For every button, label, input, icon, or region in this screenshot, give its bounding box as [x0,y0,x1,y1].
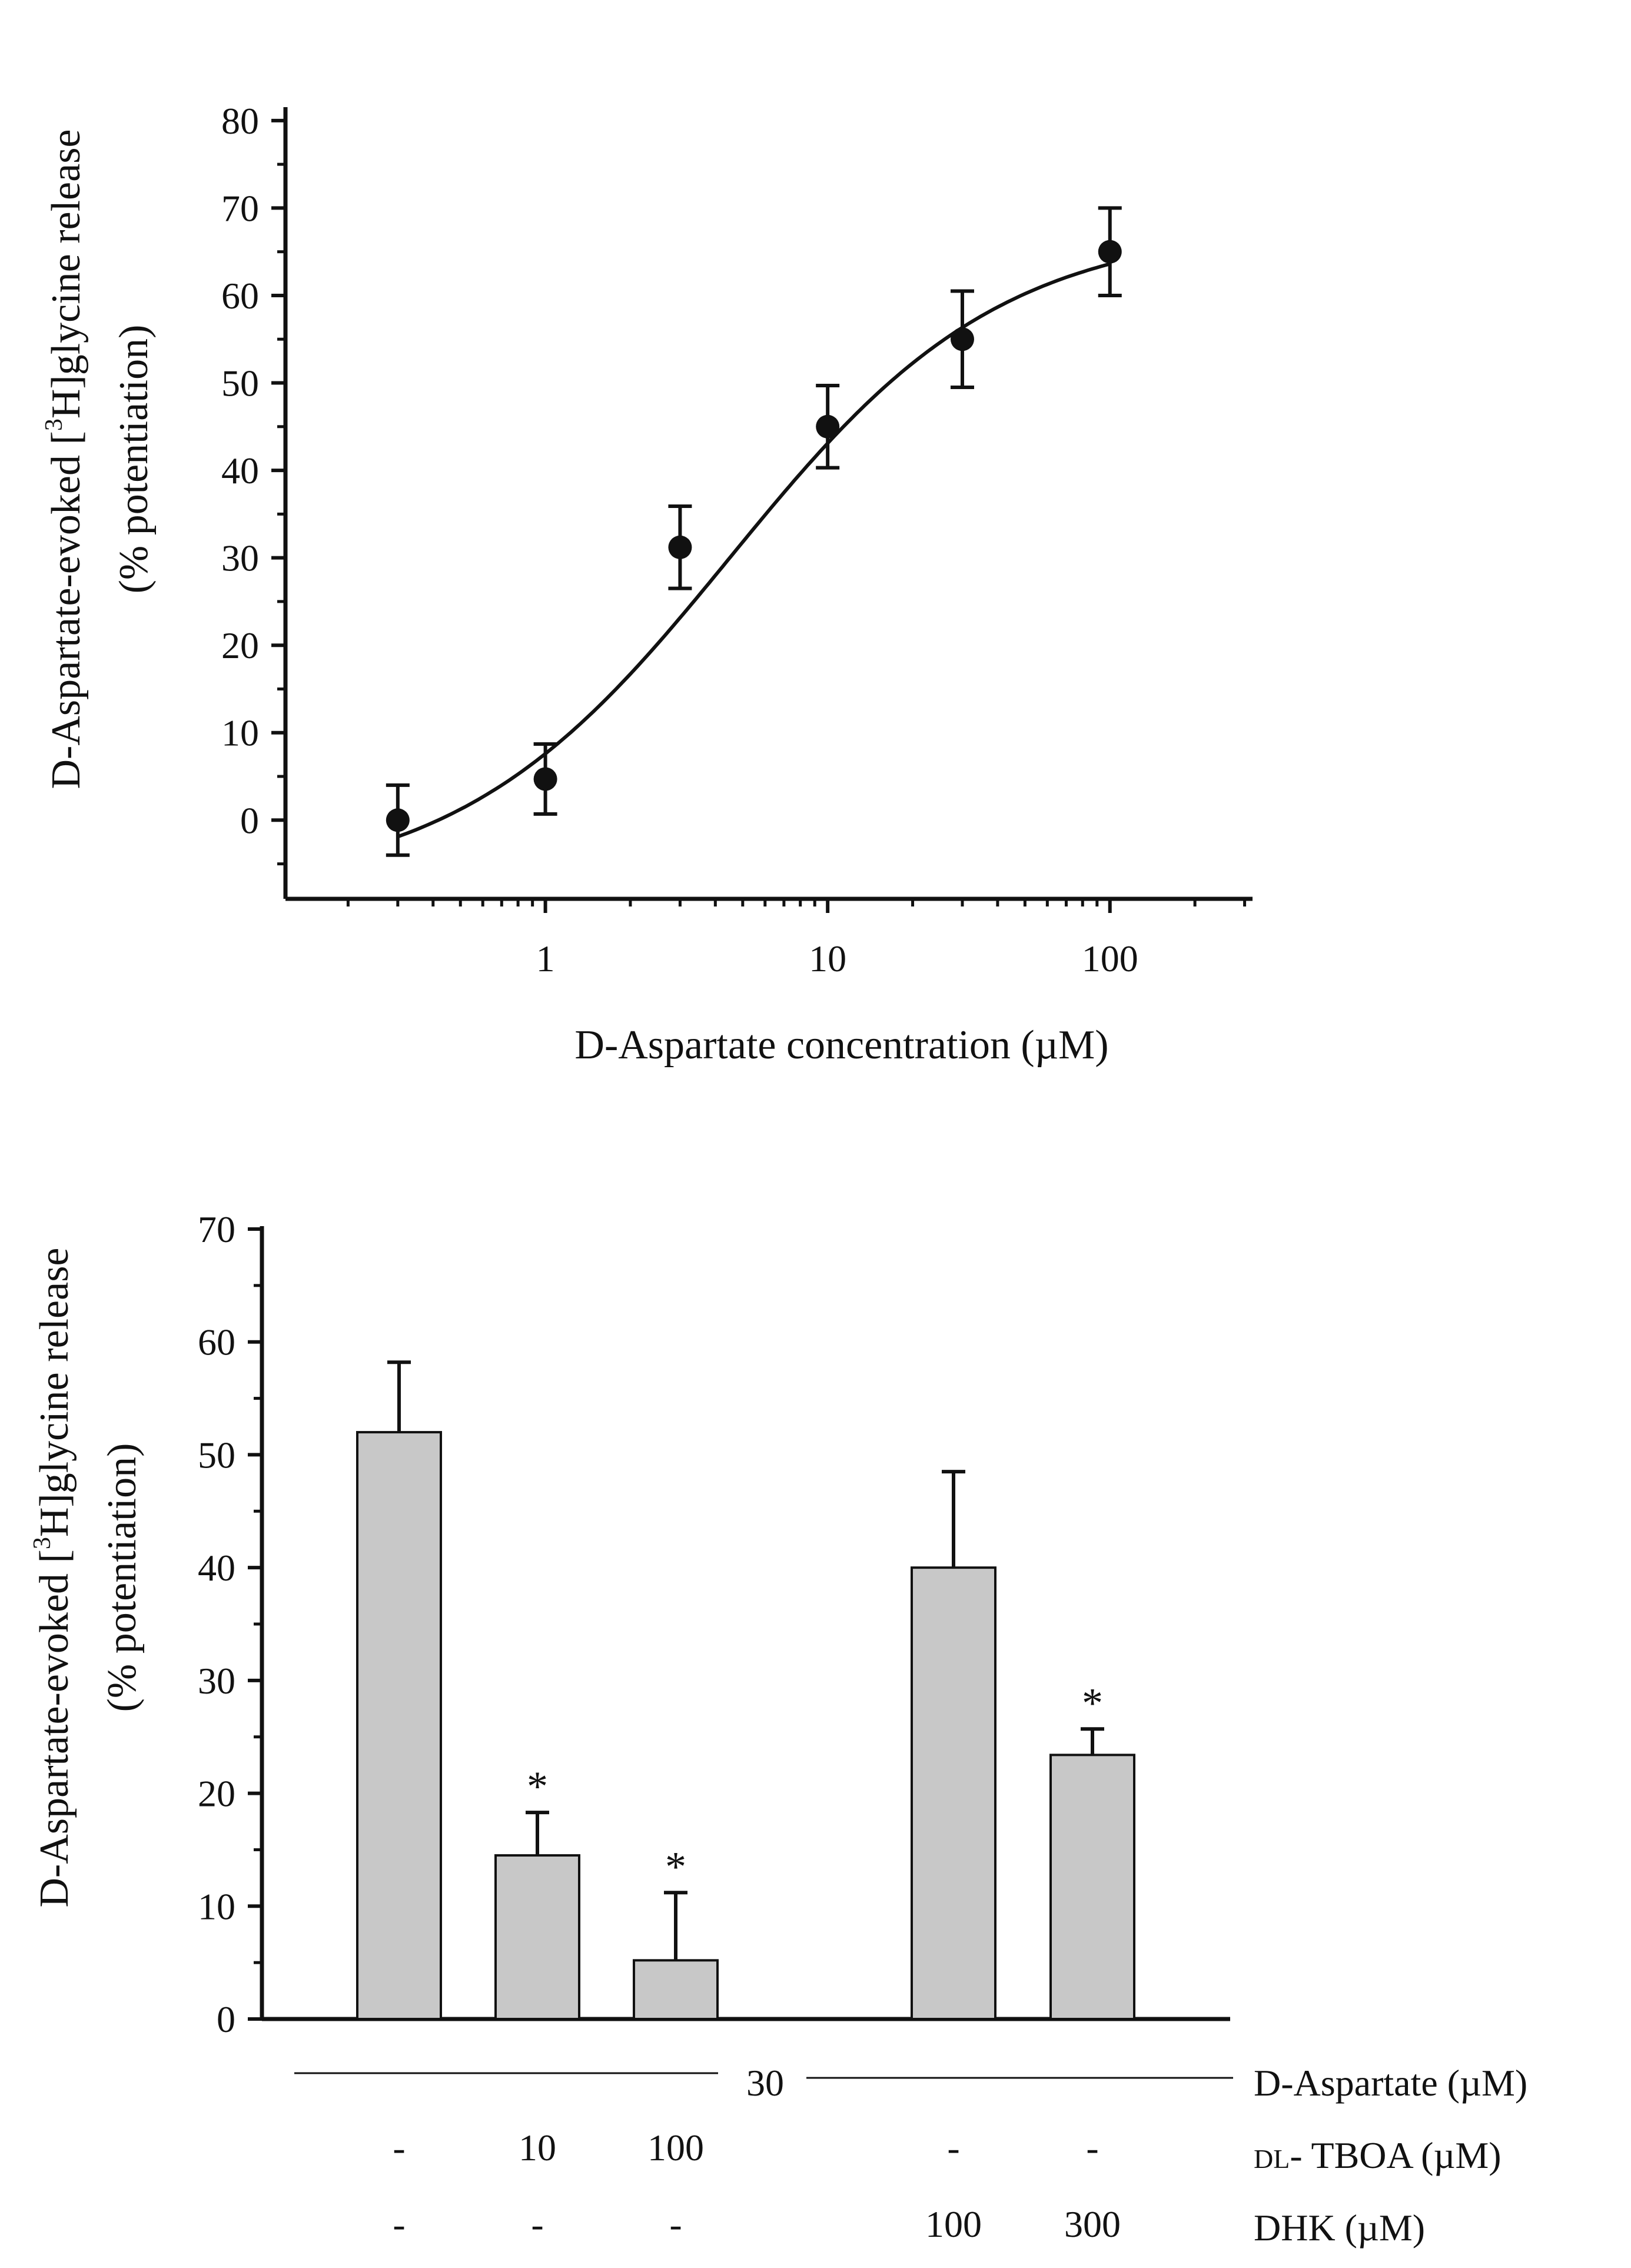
bar-chart-y-tick-labels: 0 10 20 30 40 50 60 70 [198,1208,235,2040]
data-point [950,327,974,351]
top-y-axis-label: D-Aspartate-evoked [3H]glycine release (… [41,129,157,789]
bar-chart: 0 10 20 30 40 50 60 70 * * * D-Aspartate-evoked [… [29,1208,1527,2249]
data-point [668,535,692,559]
top-chart-axes [271,107,1253,913]
dose-response-chart: 0 10 20 30 40 50 60 70 80 1 10 100 D-Aspartate con… [41,100,1253,1068]
bar [494,1854,580,2021]
data-point [386,808,410,832]
top-y-label-sup: 3 [41,419,68,431]
bottom-y-tick-label: 50 [198,1434,235,1476]
bottom-y-tick-label: 20 [198,1773,235,1815]
data-points [386,206,1122,857]
top-y-tick-label: 40 [221,450,259,492]
top-y-label-pre: D-Aspartate-evoked [ [44,431,89,789]
condition-table: 30 D-Aspartate (µM) - 10 100 - - DL- TBOA (µ… [294,2062,1527,2249]
top-y-tick-label: 20 [221,625,259,666]
bottom-y-label-pre: D-Aspartate-evoked [ [32,1549,77,1907]
top-y-label-post: H]glycine release [44,129,89,419]
bar [356,1431,442,2020]
significance-star: * [1082,1679,1103,1726]
top-x-tick-label: 100 [1082,938,1138,979]
dhk-value: - [669,2203,682,2245]
bottom-y-label-sup: 3 [29,1537,56,1549]
tboa-value: - [1086,2127,1098,2169]
svg-text:D-Aspartate-evoked [3H]glycine: D-Aspartate-evoked [3H]glycine release [41,129,89,789]
significance-star: * [665,1843,686,1890]
top-y-tick-label: 70 [221,187,259,229]
significance-star: * [527,1763,548,1810]
top-y-tick-label: 30 [221,537,259,579]
bottom-y-tick-label: 40 [198,1547,235,1589]
top-y-tick-label: 0 [240,799,259,841]
bottom-y-tick-label: 70 [198,1208,235,1250]
top-x-tick-label: 1 [536,938,555,979]
top-chart-x-tick-labels: 1 10 100 [536,938,1138,979]
tboa-label-prefix: DL [1254,2144,1290,2174]
daspartate-value: 30 [746,2062,784,2104]
bar [633,1959,719,2021]
dhk-value: 100 [925,2203,982,2245]
bar [911,1566,996,2020]
fit-curve [397,262,1111,839]
dhk-row: - - - 100 300 [393,2203,1121,2245]
bottom-y-label-line2: (% potentiation) [99,1443,145,1712]
data-point [816,414,840,439]
tboa-value: 10 [519,2127,556,2169]
dhk-value: - [393,2203,405,2245]
bottom-y-label-post: H]glycine release [32,1247,77,1537]
tboa-value: - [393,2127,405,2169]
top-x-tick-label: 10 [809,938,846,979]
bars: * * * [356,1360,1135,2021]
tboa-value: - [947,2127,959,2169]
tboa-row: - 10 100 - - [393,2127,1098,2169]
bottom-y-tick-label: 60 [198,1321,235,1363]
tboa-label-rest: - TBOA (µM) [1290,2134,1501,2176]
top-x-axis-label: D-Aspartate concentration (µM) [574,1022,1108,1068]
svg-text:D-Aspartate-evoked [3H]glycine: D-Aspartate-evoked [3H]glycine release [29,1247,77,1907]
data-point [1098,240,1122,264]
top-chart-y-tick-labels: 0 10 20 30 40 50 60 70 80 [221,100,259,841]
bar [1049,1754,1135,2021]
dhk-value: - [531,2203,543,2245]
bottom-y-axis-label: D-Aspartate-evoked [3H]glycine release (… [29,1247,145,1907]
tboa-label: DL- TBOA (µM) [1254,2134,1502,2176]
dhk-label: DHK (µM) [1254,2207,1425,2249]
top-y-tick-label: 60 [221,275,259,317]
tboa-value: 100 [647,2127,704,2169]
top-y-tick-label: 50 [221,363,259,404]
top-y-tick-label: 10 [221,712,259,754]
bottom-y-tick-label: 0 [217,1998,235,2040]
data-point [533,767,557,791]
top-y-tick-label: 80 [221,100,259,142]
daspartate-label: D-Aspartate (µM) [1254,2062,1527,2104]
bottom-y-tick-label: 10 [198,1885,235,1927]
top-y-label-line2: (% potentiation) [111,325,157,594]
dhk-value: 300 [1064,2203,1121,2245]
bottom-y-tick-label: 30 [198,1660,235,1702]
